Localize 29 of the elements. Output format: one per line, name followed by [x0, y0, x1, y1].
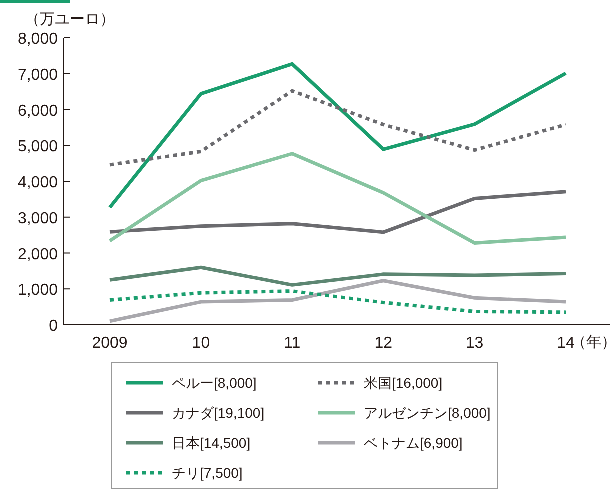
legend-label: 日本[14,500] [172, 435, 251, 451]
legend-label: ペルー[8,000] [172, 375, 257, 391]
line-series [108, 89, 568, 167]
y-tick-label: 5,000 [18, 138, 58, 156]
y-tick-label: 8,000 [18, 31, 58, 48]
y-tick-label: 7,000 [18, 66, 58, 84]
line-series [108, 190, 568, 234]
y-axis-title: （万ユーロ） [25, 11, 115, 28]
y-tick-label: 1,000 [18, 282, 58, 300]
legend-label: カナダ[19,100] [172, 405, 265, 421]
y-tick-label: 3,000 [18, 210, 58, 228]
line-series [108, 279, 568, 324]
legend-label: 米国[16,000] [364, 375, 443, 391]
x-tick-label: 10 [192, 335, 210, 352]
legend-label: チリ[7,500] [172, 465, 243, 481]
x-tick-label: 12 [374, 335, 393, 352]
y-tick-label: 2,000 [18, 246, 58, 264]
line-series [108, 290, 568, 314]
y-tick-label: 4,000 [18, 174, 58, 192]
legend-label: アルゼンチン[8,000] [364, 405, 491, 421]
x-tick-label: 13 [466, 335, 484, 352]
line-series [108, 266, 568, 287]
line-series [108, 62, 568, 210]
x-tick-label: 11 [284, 335, 301, 352]
legend-label: ベトナム[6,900] [364, 435, 463, 451]
y-tick-label: 0 [49, 318, 58, 335]
line-series [108, 152, 568, 245]
x-tick-label: 2009 [92, 335, 128, 352]
y-tick-label: 6,000 [18, 102, 58, 120]
